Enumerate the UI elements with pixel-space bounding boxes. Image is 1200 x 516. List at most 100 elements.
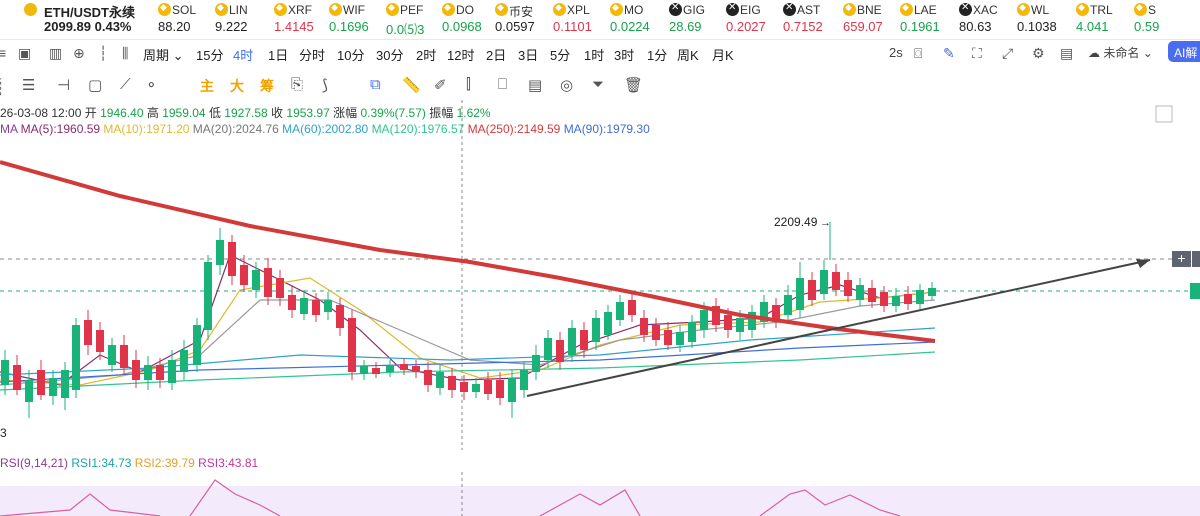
candle-body [820,270,828,294]
ticker-price: 0.0⑸3 [386,22,425,37]
big-order-button[interactable]: 大 [230,78,244,94]
rsi-legend: RSI(9,14,21) RSI1:34.73 RSI2:39.79 RSI3:… [0,456,258,470]
pattern-icon[interactable]: ⚬ [145,77,158,94]
copy-icon[interactable]: ⧉ [370,76,381,93]
ma-label: MA(250):2149.59 [467,122,564,136]
timeframe-8[interactable]: 2日 [486,48,507,63]
ticker-name: PEF [400,3,424,17]
candle-body [748,312,756,330]
crosshair-icon[interactable]: ⸾ [0,76,2,96]
candle-body [664,330,672,345]
ticker-name: AST [797,3,821,17]
trash-icon[interactable]: 🗑 [624,77,644,94]
timeframe-10[interactable]: 5分 [550,48,571,63]
ma-label: MA(60):2002.80 [282,122,372,136]
calendar-icon[interactable]: ▣ [18,45,32,61]
timeframe-4[interactable]: 10分 [337,48,365,63]
candle-type-icon[interactable]: ⫼ [122,45,129,61]
candle-body [276,278,284,298]
ticker-name: XRF [288,3,312,17]
brush-icon[interactable]: ⟋ [120,76,131,93]
trend-arrow-head [1136,259,1150,268]
refresh-interval[interactable]: 2s [889,45,903,60]
ticker-name: EIG [740,3,761,17]
symbol-price: 2099.89 0.43% [44,19,132,34]
chip-button[interactable]: 筹 [260,78,274,94]
note-icon[interactable]: ▤ [528,77,543,94]
ticker-name: MO [624,3,644,17]
timeframe-12[interactable]: 3时 [614,48,635,63]
ticker-price: 28.69 [669,19,702,34]
candle-body [252,270,260,290]
candle-body [676,332,684,345]
timeframe-3[interactable]: 分时 [299,48,326,63]
candle-body [472,384,480,392]
timeframe-11[interactable]: 1时 [584,48,605,63]
bars-icon[interactable]: ⫿ [466,76,471,93]
ticker-name: XPL [567,3,590,17]
coin-icon [900,2,913,16]
period-dropdown[interactable]: 周期 ⌄ [143,48,184,63]
edit-icon[interactable]: ⎘ [291,76,304,93]
ticker-name: LAE [914,3,937,17]
candle-body [496,380,504,398]
filter-icon[interactable]: ⏷ [592,76,605,93]
ticker-name: LIN [229,3,248,17]
timeframe-2[interactable]: 1日 [268,48,289,63]
symbol-name[interactable]: ETH/USDT永续 [44,5,136,20]
magnet-icon[interactable]: ⟆ [322,77,328,94]
ma-legend: MA MA(5):1960.59 MA(10):1971.20 MA(20):2… [0,122,650,136]
candle-body [580,330,588,350]
pen-icon[interactable]: ✐ [434,77,447,94]
menu-icon[interactable]: ≡ [0,45,7,61]
expand-icon[interactable]: ⤢ [1002,45,1014,61]
rectangle-icon[interactable]: ▢ [88,77,103,94]
coin-icon [610,2,623,16]
coin-icon [669,2,682,16]
coin-icon [442,2,455,16]
lock-icon[interactable]: ⎕ [498,76,508,93]
layout-icon[interactable]: ▥ [49,45,63,61]
timeframe-5[interactable]: 30分 [376,48,404,63]
timeframe-15[interactable]: 月K [712,48,734,63]
settings-icon[interactable]: ⚙ [1032,45,1045,61]
expand-chart-button [1155,105,1173,123]
compare-icon[interactable]: ⊕ [73,45,85,61]
template-icon[interactable]: ▤ [1060,45,1074,61]
timeframe-6[interactable]: 2时 [416,48,437,63]
candle-body [904,294,912,304]
indicator-icon[interactable]: ┆ [99,45,108,61]
layout-name-dropdown[interactable]: ☁ 未命名 ⌄ [1088,46,1153,60]
ai-button[interactable]: AI解 [1168,41,1200,62]
fullscreen-icon[interactable]: ⛶ [972,45,982,61]
main-force-button[interactable]: 主 [200,78,214,94]
trendline-icon[interactable]: ⊣ [57,77,71,94]
candle-body [760,302,768,322]
timeframe-13[interactable]: 1分 [647,48,668,63]
ticker-name: 币安 [509,5,534,19]
candle-body [240,265,248,285]
candle-body [808,280,816,300]
timeframe-7[interactable]: 12时 [447,48,475,63]
eye-icon[interactable]: ◎ [560,77,574,94]
horizontal-lines-icon[interactable]: ☰ [22,77,36,94]
timeframe-14[interactable]: 周K [677,48,699,63]
ma-label: MA [0,122,21,136]
ticker-price: 9.222 [215,19,248,34]
candle-body [37,370,45,395]
coin-icon [843,2,856,16]
ticker-name: TRL [1090,3,1113,17]
candle-body [288,295,296,310]
ticker-price: 0.0224 [610,19,650,34]
timeframe-0[interactable]: 15分 [196,48,224,63]
candle-body [640,318,648,335]
ruler-icon[interactable]: 📏 [402,77,421,94]
draw-icon[interactable]: ✎ [943,45,955,61]
candle-body [616,302,624,320]
add-order-button[interactable]: + [1172,251,1191,267]
timeframe-9[interactable]: 3日 [518,48,539,63]
coin-icon [215,2,228,16]
camera-icon[interactable]: ⌼ [914,45,923,61]
timeframe-1[interactable]: 4时 [233,48,254,63]
